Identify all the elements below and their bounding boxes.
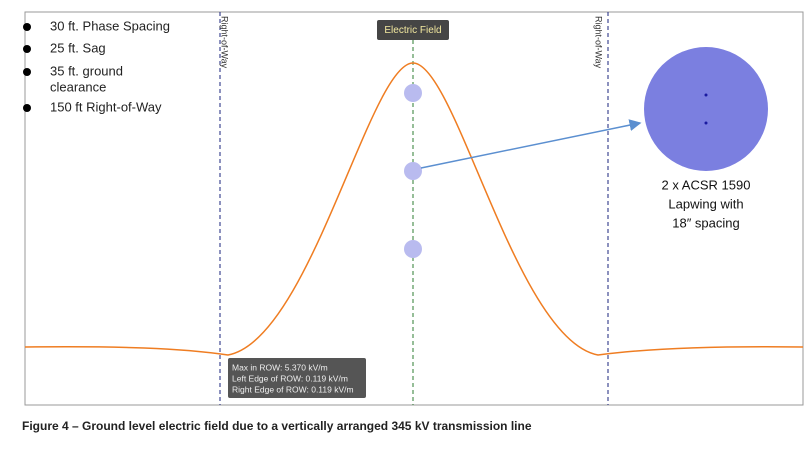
- conductor-label: 2 x ACSR 1590: [662, 177, 751, 192]
- field-label: Electric Field: [384, 25, 441, 36]
- tooltip: [228, 358, 366, 398]
- caption: Figure 4 – Ground level electric field d…: [22, 419, 532, 433]
- conductor: [404, 162, 422, 180]
- sub-conductor: [704, 121, 708, 125]
- tooltip-text: Max in ROW: 5.370 kV/m: [232, 362, 328, 372]
- bullet: [23, 45, 31, 53]
- bullet: [23, 68, 31, 76]
- legend-text: 150 ft Right-of-Way: [50, 99, 162, 114]
- legend-text: 35 ft. ground: [50, 63, 123, 78]
- sub-conductor: [704, 93, 708, 97]
- row-label: Right-of-Way: [220, 16, 230, 69]
- conductor-bundle: [644, 47, 768, 171]
- legend-text: clearance: [50, 79, 106, 94]
- conductor: [404, 240, 422, 258]
- tooltip-text: Right Edge of ROW: 0.119 kV/m: [232, 384, 354, 394]
- field-curve: [24, 62, 804, 356]
- legend: 30 ft. Phase Spacing 25 ft. Sag 35 ft. g…: [23, 18, 170, 114]
- bullet: [23, 23, 31, 31]
- row-label: Right-of-Way: [594, 16, 604, 69]
- conductor-label: Lapwing with: [668, 196, 743, 211]
- conductor-label: 18″ spacing: [672, 215, 739, 230]
- arrow: [420, 119, 642, 169]
- bullet: [23, 104, 31, 112]
- legend-text: 30 ft. Phase Spacing: [50, 18, 170, 33]
- legend-text: 25 ft. Sag: [50, 40, 106, 55]
- conductor: [404, 84, 422, 102]
- field-label-box: [377, 20, 449, 40]
- tooltip-text: Left Edge of ROW: 0.119 kV/m: [232, 373, 348, 383]
